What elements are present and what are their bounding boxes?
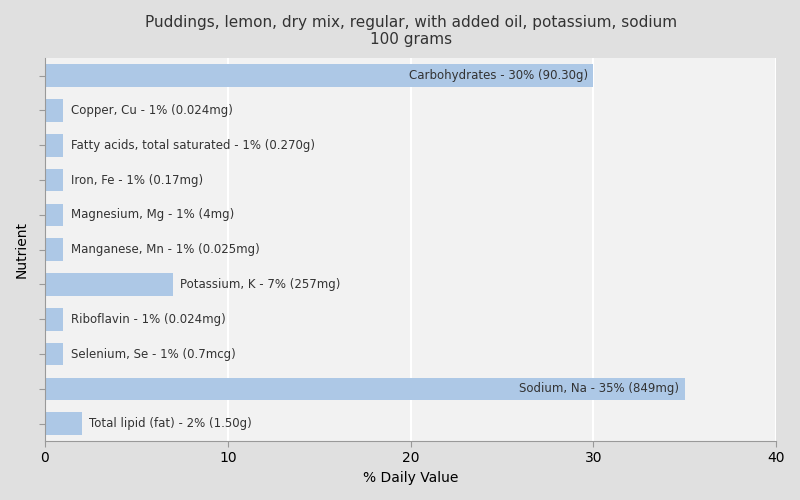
Text: Copper, Cu - 1% (0.024mg): Copper, Cu - 1% (0.024mg): [70, 104, 233, 117]
Text: Magnesium, Mg - 1% (4mg): Magnesium, Mg - 1% (4mg): [70, 208, 234, 222]
Bar: [45, 99, 63, 122]
Text: Iron, Fe - 1% (0.17mg): Iron, Fe - 1% (0.17mg): [70, 174, 202, 186]
Bar: [45, 378, 685, 400]
Text: Potassium, K - 7% (257mg): Potassium, K - 7% (257mg): [180, 278, 341, 291]
Text: Carbohydrates - 30% (90.30g): Carbohydrates - 30% (90.30g): [409, 69, 588, 82]
Bar: [45, 308, 63, 330]
Text: Riboflavin - 1% (0.024mg): Riboflavin - 1% (0.024mg): [70, 312, 226, 326]
Text: Fatty acids, total saturated - 1% (0.270g): Fatty acids, total saturated - 1% (0.270…: [70, 139, 314, 152]
Text: Selenium, Se - 1% (0.7mcg): Selenium, Se - 1% (0.7mcg): [70, 348, 235, 360]
Bar: [45, 238, 63, 261]
Bar: [45, 169, 63, 192]
Bar: [45, 273, 173, 296]
Bar: [45, 64, 594, 87]
Text: Manganese, Mn - 1% (0.025mg): Manganese, Mn - 1% (0.025mg): [70, 243, 259, 256]
Title: Puddings, lemon, dry mix, regular, with added oil, potassium, sodium
100 grams: Puddings, lemon, dry mix, regular, with …: [145, 15, 677, 48]
Bar: [45, 412, 82, 435]
Text: Total lipid (fat) - 2% (1.50g): Total lipid (fat) - 2% (1.50g): [89, 417, 251, 430]
X-axis label: % Daily Value: % Daily Value: [363, 471, 458, 485]
Bar: [45, 342, 63, 365]
Y-axis label: Nutrient: Nutrient: [15, 221, 29, 278]
Bar: [45, 204, 63, 226]
Text: Sodium, Na - 35% (849mg): Sodium, Na - 35% (849mg): [519, 382, 679, 396]
Bar: [45, 134, 63, 156]
